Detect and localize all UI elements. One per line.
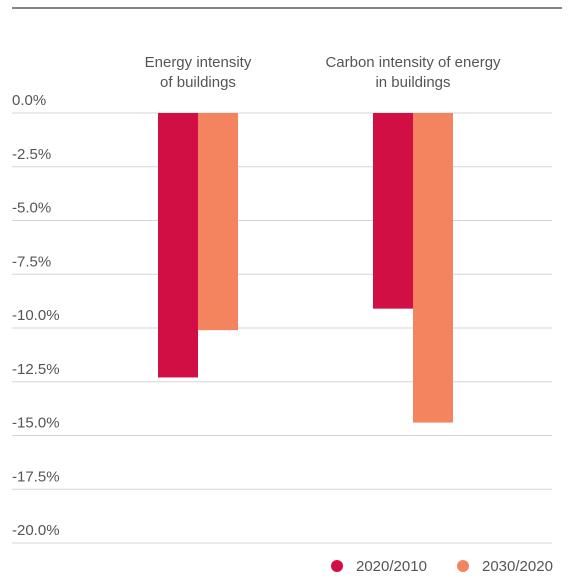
bar-2030-2020-cat1 [198, 113, 238, 331]
legend-label: 2020/2010 [356, 558, 427, 575]
legend-marker [331, 560, 343, 572]
y-tick-label: -10.0% [12, 307, 60, 324]
bar-2030-2020-cat2 [413, 113, 453, 423]
y-tick-label: -7.5% [12, 253, 51, 270]
gridlines [12, 112, 552, 544]
category-label-line: of buildings [160, 74, 236, 91]
legend-marker [457, 560, 469, 572]
y-tick-label: -20.0% [12, 522, 60, 539]
y-tick-label: 0.0% [12, 92, 46, 109]
legend: 2020/2010 2030/2020 [331, 558, 553, 575]
y-tick-label: -12.5% [12, 361, 60, 378]
category-label-line: Energy intensity [145, 54, 252, 71]
category-label-line: in buildings [375, 74, 450, 91]
y-axis-ticks: 0.0% -2.5% -5.0% -7.5% -10.0% -12.5% -15.0% -17… [12, 92, 60, 539]
y-tick-label: -15.0% [12, 415, 60, 432]
legend-label: 2030/2020 [482, 558, 553, 575]
bar-2020-2010-cat2 [373, 113, 413, 309]
y-tick-label: -5.0% [12, 200, 51, 217]
bars [158, 113, 453, 423]
y-tick-label: -17.5% [12, 468, 60, 485]
category-label-line: Carbon intensity of energy [325, 54, 501, 71]
y-tick-label: -2.5% [12, 146, 51, 163]
category-labels: Energy intensity of buildings Carbon inten… [145, 54, 501, 91]
bar-2020-2010-cat1 [158, 113, 198, 378]
